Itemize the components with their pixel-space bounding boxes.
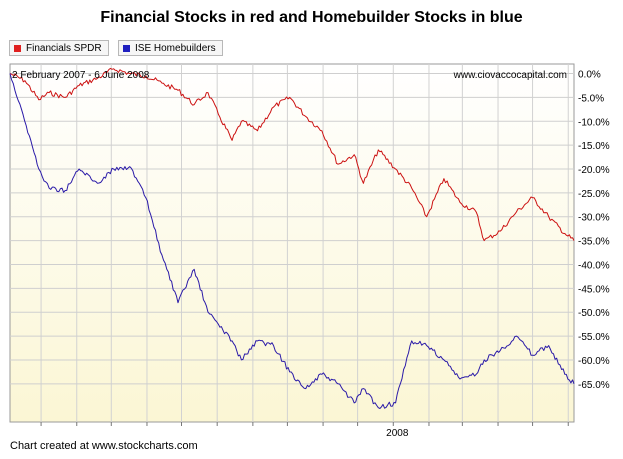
chart-title: Financial Stocks in red and Homebuilder …: [100, 9, 523, 26]
y-tick-label-11: -55.0%: [578, 332, 610, 343]
label-layer: 0.0% -5.0% -10.0% -15.0% -20.0% -25.0% -30.0% -…: [386, 70, 610, 439]
grid-lines: [10, 64, 574, 426]
footer-credit: Chart created at www.stockcharts.com: [10, 440, 198, 452]
legend-item-financials: Financials SPDR: [9, 40, 109, 56]
series-line-homebuilders: [9, 73, 575, 409]
watermark: www.ciovaccocapital.com: [453, 70, 567, 81]
y-tick-label-0: 0.0%: [578, 70, 601, 81]
y-tick-label-12: -60.0%: [578, 356, 610, 367]
date-range-label: 2 February 2007 - 6 June 2008: [12, 70, 150, 81]
y-tick-label-3: -15.0%: [578, 141, 610, 152]
x-tick-label-2008: 2008: [386, 428, 409, 439]
y-tick-label-4: -20.0%: [578, 165, 610, 176]
series-line-financials: [9, 67, 575, 242]
legend-label-financials: Financials SPDR: [26, 42, 102, 54]
y-tick-label-13: -65.0%: [578, 380, 610, 391]
legend-item-homebuilders: ISE Homebuilders: [118, 40, 223, 56]
y-tick-label-10: -50.0%: [578, 308, 610, 319]
y-tick-label-8: -40.0%: [578, 260, 610, 271]
y-tick-label-1: -5.0%: [578, 93, 604, 104]
y-tick-label-2: -10.0%: [578, 117, 610, 128]
y-tick-label-6: -30.0%: [578, 213, 610, 224]
series-layer: [9, 67, 575, 409]
y-tick-label-7: -35.0%: [578, 237, 610, 248]
legend-label-homebuilders: ISE Homebuilders: [135, 42, 216, 54]
y-tick-label-5: -25.0%: [578, 189, 610, 200]
legend-swatch-financials: [14, 44, 21, 52]
legend-swatch-homebuilders: [123, 44, 130, 52]
y-tick-label-9: -45.0%: [578, 284, 610, 295]
plot-area: [9, 63, 575, 423]
